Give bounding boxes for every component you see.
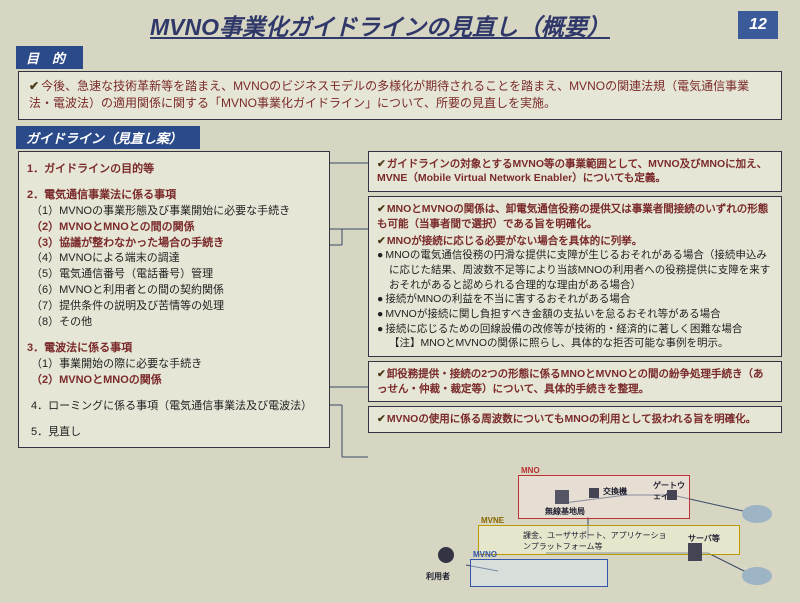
item-2-5: （5）電気通信番号（電話番号）管理 (27, 267, 321, 283)
detail-4-text: MVNOの使用に係る周波数についてもMNOの利用として扱われる旨を明確化。 (377, 413, 756, 425)
cloud-icon (742, 505, 772, 523)
item-5: 5．見直し (27, 425, 321, 441)
switch-icon (589, 488, 599, 498)
detail-box-4: MVNOの使用に係る周波数についてもMNOの利用として扱われる旨を明確化。 (368, 406, 782, 433)
right-detail: ガイドラインの対象とするMVNO等の事業範囲として、MVNO及びMNOに加え、M… (368, 151, 782, 448)
diagram-mvno-box: MVNO (470, 559, 608, 587)
diagram-server-label: サーバ等 (688, 533, 720, 544)
network-diagram: MNO 交換機 ゲートウェイ 無線基地局 MVNE 課金、ユーザサポート、アプリ… (426, 473, 776, 593)
diagram-mvne-desc: 課金、ユーザサポート、アプリケーションプラットフォーム等 (523, 530, 673, 552)
item-2-4: （4）MVNOによる端末の調達 (27, 251, 321, 267)
item-2-3: （3）協議が整わなかった場合の手続き (27, 236, 321, 252)
item-2-7: （7）提供条件の説明及び苦情等の処理 (27, 299, 321, 315)
page-title: MVNO事業化ガイドラインの見直し（概要） (22, 8, 738, 42)
detail-3-text: 卸役務提供・接続の2つの形態に係るMNOとMVNOとの間の紛争処理手続き（あっせ… (377, 368, 764, 395)
item-2-2: （2）MVNOとMNOとの間の関係 (27, 220, 321, 236)
item-3-1: （1）事業開始の際に必要な手続き (27, 357, 321, 373)
detail-box-1: ガイドラインの対象とするMVNO等の事業範囲として、MVNO及びMNOに加え、M… (368, 151, 782, 192)
detail-2-head: MNOとMVNOの関係は、卸電気通信役務の提供又は事業者間接続のいずれの形態も可… (377, 202, 773, 231)
connector-lines (330, 151, 368, 511)
section-label-guideline: ガイドライン（見直し案） (16, 126, 200, 149)
cloud-icon-2 (742, 567, 772, 585)
detail-1-text: ガイドラインの対象とするMVNO等の事業範囲として、MVNO及びMNOに加え、M… (377, 158, 767, 185)
item-4: 4．ローミングに係る事項（電気通信事業法及び電波法） (27, 399, 321, 415)
diagram-user: 利用者 (426, 547, 466, 581)
diagram-mno-box: MNO 交換機 ゲートウェイ 無線基地局 (518, 475, 690, 519)
antenna-icon (555, 490, 569, 504)
diagram-mno-label: MNO (521, 466, 540, 475)
item-2-1: （1）MVNOの事業形態及び事業開始に必要な手続き (27, 204, 321, 220)
purpose-box: 今後、急速な技術革新等を踏まえ、MVNOのビジネスモデルの多様化が期待されること… (18, 71, 782, 120)
detail-2-li4: 接続に応じるための回線設備の改修等が技術的・経済的に著しく困難な場合 (377, 322, 773, 337)
purpose-text: 今後、急速な技術革新等を踏まえ、MVNOのビジネスモデルの多様化が期待されること… (29, 78, 771, 113)
item-2-8: （8）その他 (27, 315, 321, 331)
detail-2-li2: 接続がMNOの利益を不当に害するおそれがある場合 (377, 292, 773, 307)
columns: 1．ガイドラインの目的等 2．電気通信事業法に係る事項 （1）MVNOの事業形態… (18, 151, 782, 448)
diagram-mvno-label: MVNO (473, 550, 497, 559)
slide-page: MVNO事業化ガイドラインの見直し（概要） 12 目 的 今後、急速な技術革新等… (0, 0, 800, 603)
title-bar: MVNO事業化ガイドラインの見直し（概要） 12 (22, 8, 778, 42)
detail-2-li3: MVNOが接続に関し負担すべき金額の支払いを怠るおそれ等がある場合 (377, 307, 773, 322)
item-2-6: （6）MVNOと利用者との間の契約関係 (27, 283, 321, 299)
diagram-user-label: 利用者 (426, 571, 450, 582)
detail-box-3: 卸役務提供・接続の2つの形態に係るMNOとMVNOとの間の紛争処理手続き（あっせ… (368, 361, 782, 402)
section-label-purpose: 目 的 (16, 46, 83, 69)
diagram-server: サーバ等 (688, 543, 734, 565)
item-3-2: （2）MVNOとMNOの関係 (27, 373, 321, 389)
detail-2-head2: MNOが接続に応じる必要がない場合を具体的に列挙。 (377, 234, 773, 249)
page-number: 12 (738, 11, 778, 39)
detail-2-li1: MNOの電気通信役務の円滑な提供に支障が生じるおそれがある場合（接続申込みに応じ… (377, 248, 773, 292)
item-1: 1．ガイドラインの目的等 (27, 162, 321, 178)
user-icon (438, 547, 454, 563)
detail-2-note: 【注】MNOとMVNOの関係に照らし、具体的な拒否可能な事例を明示。 (377, 336, 773, 351)
item-3: 3．電波法に係る事項 (27, 341, 321, 357)
left-outline: 1．ガイドラインの目的等 2．電気通信事業法に係る事項 （1）MVNOの事業形態… (18, 151, 330, 448)
detail-box-2: MNOとMVNOの関係は、卸電気通信役務の提供又は事業者間接続のいずれの形態も可… (368, 196, 782, 357)
item-2: 2．電気通信事業法に係る事項 (27, 188, 321, 204)
server-icon (688, 543, 702, 561)
diagram-exchange-label: 交換機 (603, 486, 627, 497)
diagram-base-label: 無線基地局 (545, 506, 585, 517)
diagram-mvne-label: MVNE (481, 516, 504, 525)
gateway-icon (667, 490, 677, 500)
